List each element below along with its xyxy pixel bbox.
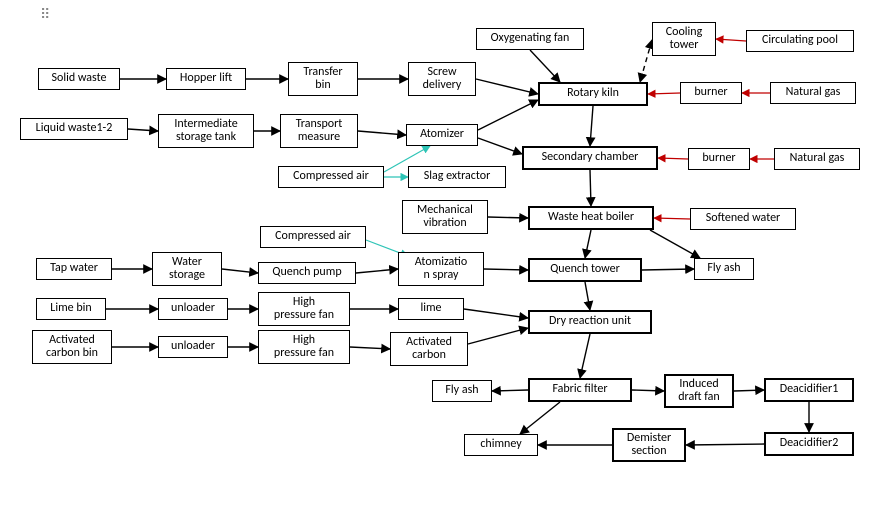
edge-quench-pump-atom-spray	[356, 269, 398, 273]
edge-hpf2-activated-carbon	[350, 347, 390, 349]
edge-oxy-fan-rotary-kiln	[530, 50, 560, 82]
node-oxy-fan: Oxygenating fan	[476, 28, 584, 50]
edge-activated-carbon-dry-unit	[468, 328, 528, 344]
node-water-storage: Water storage	[152, 252, 222, 286]
node-intermediate: Intermediate storage tank	[158, 114, 254, 148]
edge-quench-tower-dry-unit	[585, 282, 590, 310]
node-cooling-tower: Cooling tower	[652, 22, 716, 56]
edge-burner2-secondary	[658, 158, 688, 159]
node-deacid1: Deacidifier1	[764, 378, 854, 402]
node-liquid-waste: Liquid waste1-2	[20, 118, 128, 140]
edge-atom-spray-quench-tower	[484, 269, 528, 270]
node-unloader2: unloader	[158, 336, 228, 358]
node-hpf1: High pressure fan	[258, 292, 350, 326]
edge-atomizer-rotary-kiln	[478, 100, 538, 130]
node-transport: Transport measure	[280, 114, 358, 148]
node-unloader1: unloader	[158, 298, 228, 320]
node-compressed1: Compressed air	[278, 166, 384, 188]
edge-circulating-pool-cooling-tower	[716, 39, 746, 41]
node-compressed2: Compressed air	[260, 226, 366, 248]
edge-whb-quench-tower	[585, 230, 591, 258]
flowchart-canvas: ⠿ { "font_size": 12, "nodes": [ {"id":"s…	[0, 0, 895, 505]
edge-softened-whb	[654, 218, 690, 219]
node-burner1: burner	[680, 82, 742, 104]
edge-quench-tower-flyash1	[642, 269, 694, 270]
edge-fabric-flyash2	[492, 390, 528, 391]
node-burner2: burner	[688, 148, 750, 170]
edge-mech-vib-whb	[488, 217, 528, 218]
edge-lime-dry-unit	[464, 309, 528, 318]
node-demister: Demister section	[612, 428, 686, 462]
node-chimney: chimney	[464, 434, 538, 456]
node-screw-delivery: Screw delivery	[408, 62, 476, 96]
node-quench-tower: Quench tower	[528, 258, 642, 282]
edge-screw-delivery-rotary-kiln	[476, 79, 538, 94]
edge-burner1-rotary-kiln	[648, 93, 680, 94]
node-flyash2: Fly ash	[432, 380, 492, 402]
edge-whb-flyash1	[650, 230, 700, 258]
node-circulating-pool: Circulating pool	[746, 30, 854, 52]
edge-atomizer-secondary	[478, 138, 522, 154]
edge-water-storage-quench-pump	[222, 269, 258, 273]
node-slag: Slag extractor	[408, 166, 506, 188]
edge-cooling-tower-rotary-kiln	[640, 40, 652, 82]
edge-secondary-whb	[590, 170, 591, 206]
node-tap: Tap water	[36, 258, 112, 280]
node-quench-pump: Quench pump	[258, 262, 356, 284]
node-fabric: Fabric filter	[528, 378, 632, 402]
edge-deacid2-demister	[686, 444, 764, 445]
node-transfer-bin: Transfer bin	[288, 62, 358, 96]
node-flyash1: Fly ash	[694, 258, 754, 280]
node-softened: Softened water	[690, 208, 796, 230]
node-activated-carbon: Activated carbon	[390, 332, 468, 366]
node-deacid2: Deacidifier2	[764, 432, 854, 456]
edge-dry-unit-fabric	[580, 334, 590, 378]
node-rotary-kiln: Rotary kiln	[538, 82, 648, 106]
node-activated-bin: Activated carbon bin	[32, 330, 112, 364]
node-natgas1: Natural gas	[770, 82, 856, 104]
node-natgas2: Natural gas	[774, 148, 860, 170]
edge-liquid-waste-intermediate	[128, 129, 158, 131]
node-hopper-lift: Hopper lift	[166, 68, 246, 90]
node-solid-waste: Solid waste	[38, 68, 120, 90]
node-dry-unit: Dry reaction unit	[528, 310, 652, 334]
node-lime: lime	[398, 298, 464, 320]
edge-transport-atomizer	[358, 131, 406, 135]
edge-idf-deacid1	[734, 390, 764, 391]
node-whb: Waste heat boiler	[528, 206, 654, 230]
drag-dots: ⠿	[40, 6, 52, 23]
edge-rotary-kiln-secondary	[590, 106, 593, 146]
node-lime-bin: Lime bin	[36, 298, 106, 320]
node-idf: Induced draft fan	[664, 374, 734, 408]
edge-fabric-chimney	[520, 402, 560, 434]
node-atom-spray: Atomizatio n spray	[398, 252, 484, 286]
edge-fabric-idf	[632, 390, 664, 391]
node-mech-vib: Mechanical vibration	[402, 200, 488, 234]
node-atomizer: Atomizer	[406, 124, 478, 146]
node-hpf2: High pressure fan	[258, 330, 350, 364]
node-secondary: Secondary chamber	[522, 146, 658, 170]
